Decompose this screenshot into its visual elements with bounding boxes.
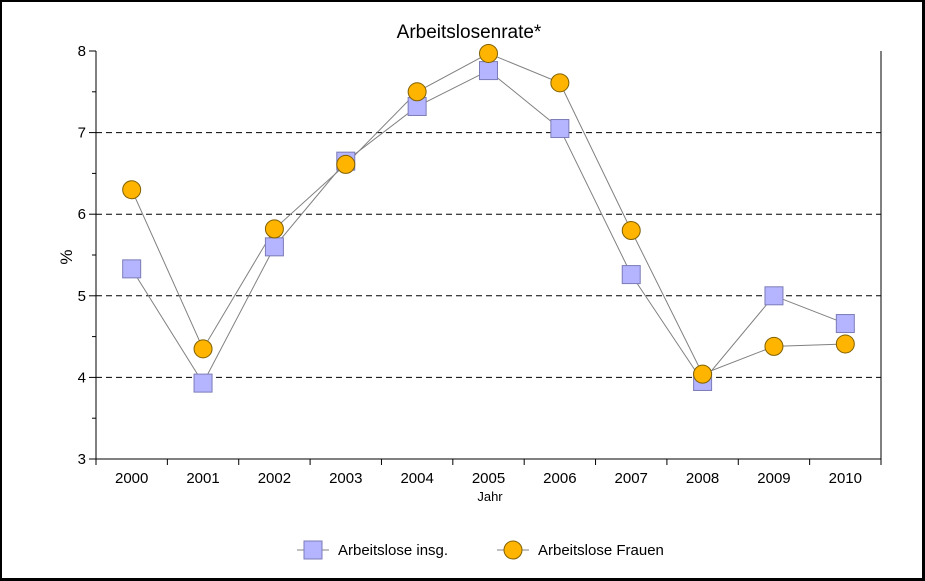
x-tick-label: 2006 — [543, 470, 576, 487]
legend-circle-icon — [503, 540, 523, 560]
y-tick-label: 6 — [78, 206, 86, 223]
y-tick-label: 4 — [78, 369, 86, 386]
data-point-circle — [336, 154, 356, 174]
x-tick-label: 2004 — [400, 470, 433, 487]
x-axis-ticks: 2000 2001 2002 2003 2004 2005 2006 2007 2008 2009… — [95, 459, 882, 487]
x-tick-label: 2000 — [115, 470, 148, 487]
legend-label: Arbeitslose insg. — [338, 542, 448, 559]
data-point-square — [550, 119, 570, 139]
axes — [95, 51, 882, 460]
x-tick-label: 2007 — [615, 470, 648, 487]
data-point-square — [835, 314, 855, 334]
data-point-square — [193, 373, 213, 393]
x-tick-label: 2002 — [258, 470, 291, 487]
data-point-circle — [193, 339, 213, 359]
series-markers — [122, 43, 855, 393]
data-point-circle — [693, 364, 713, 384]
data-point-square — [764, 286, 784, 306]
data-point-circle — [264, 219, 284, 239]
legend: Arbeitslose insg. Arbeitslose Frauen — [297, 540, 664, 560]
data-point-square — [479, 61, 498, 81]
data-point-circle — [621, 221, 641, 241]
series-lines — [131, 52, 846, 385]
chart-title: Arbeitslosenrate* — [397, 22, 542, 43]
x-tick-label: 2005 — [472, 470, 505, 487]
x-tick-label: 2010 — [829, 470, 862, 487]
y-tick-label: 8 — [78, 43, 86, 60]
y-axis-title: % — [57, 249, 76, 264]
legend-label: Arbeitslose Frauen — [538, 542, 664, 559]
y-tick-label: 7 — [78, 125, 86, 142]
series-line-1 — [131, 69, 846, 385]
data-point-circle — [479, 43, 498, 63]
data-point-circle — [550, 73, 570, 93]
x-axis-title: Jahr — [477, 489, 503, 504]
y-tick-label: 5 — [78, 288, 86, 305]
y-tick-label: 3 — [78, 451, 86, 468]
data-point-square — [122, 259, 142, 279]
data-point-square — [264, 237, 284, 257]
data-point-square — [621, 265, 641, 285]
y-axis-ticks: 3 4 5 6 7 8 — [78, 43, 96, 468]
x-tick-label: 2008 — [686, 470, 719, 487]
data-point-circle — [835, 334, 855, 354]
data-point-circle — [122, 180, 142, 200]
x-tick-label: 2009 — [757, 470, 790, 487]
legend-square-icon — [303, 540, 323, 560]
x-tick-label: 2001 — [186, 470, 219, 487]
data-point-circle — [407, 82, 427, 102]
x-tick-label: 2003 — [329, 470, 362, 487]
grid-lines — [96, 132, 881, 378]
data-point-circle — [764, 336, 784, 356]
